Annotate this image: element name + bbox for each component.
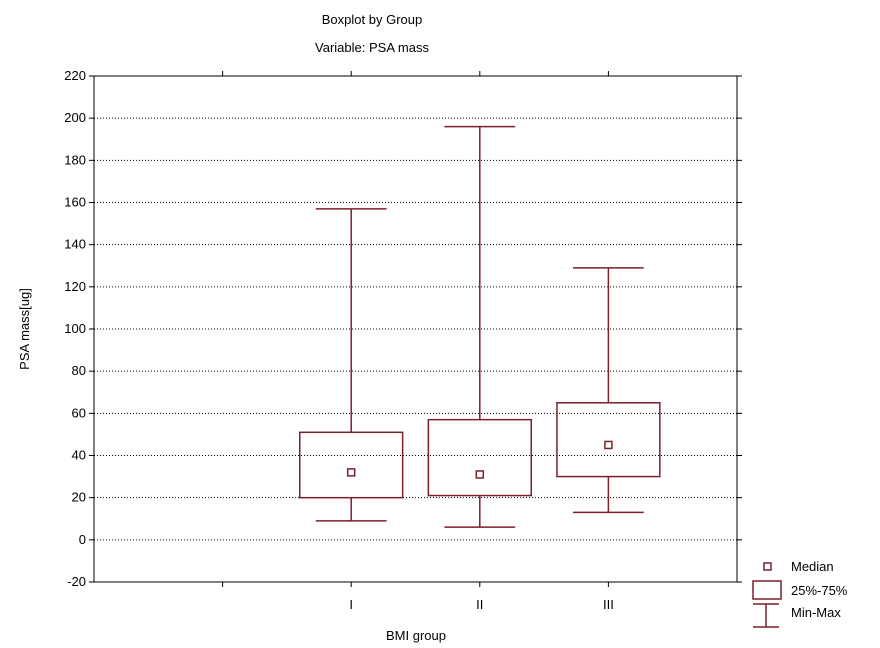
legend-box-label: 25%-75% xyxy=(791,583,848,598)
y-tick-label: 120 xyxy=(64,279,86,294)
boxplot-marks xyxy=(299,125,661,528)
x-axis-label: BMI group xyxy=(386,628,446,643)
chart-title: Boxplot by Group xyxy=(322,12,422,27)
y-tick-label: 40 xyxy=(72,448,86,463)
iqr-box xyxy=(427,418,532,497)
y-axis: -20 0 20 40 60 80 100 120 140 160 180 200 220 xyxy=(64,68,742,589)
x-tick-label: I xyxy=(349,597,353,612)
y-tick-label: 100 xyxy=(64,321,86,336)
legend-whisker-symbol xyxy=(753,603,779,628)
y-tick-label: 0 xyxy=(79,532,86,547)
median-marker xyxy=(604,440,613,450)
y-tick-label: 140 xyxy=(64,237,86,252)
y-tick-label: 220 xyxy=(64,68,86,83)
iqr-box xyxy=(556,402,661,478)
y-tick-label: 80 xyxy=(72,363,86,378)
box-group-I xyxy=(299,208,404,522)
y-tick-label: 60 xyxy=(72,405,86,420)
chart-subtitle: Variable: PSA mass xyxy=(315,40,429,55)
x-tick-label: III xyxy=(603,597,614,612)
y-tick-label: 200 xyxy=(64,110,86,125)
x-tick-label: II xyxy=(476,597,483,612)
y-tick-label: 20 xyxy=(72,490,86,505)
box-group-III xyxy=(556,267,661,514)
median-marker xyxy=(475,470,485,479)
grid-lines xyxy=(94,117,737,541)
y-axis-label: PSA mass[ug] xyxy=(17,288,32,370)
legend-whisker-label: Min-Max xyxy=(791,605,841,620)
legend-box-symbol xyxy=(752,580,782,600)
chart-legend: Median 25%-75% Min-Max xyxy=(752,559,848,628)
y-tick-label: 180 xyxy=(64,152,86,167)
y-tick-label: 160 xyxy=(64,195,86,210)
x-axis: I II III xyxy=(222,71,614,612)
legend-median-symbol xyxy=(763,562,772,571)
legend-median-label: Median xyxy=(791,559,834,574)
iqr-box xyxy=(299,431,404,499)
y-tick-label: -20 xyxy=(67,574,86,589)
median-marker xyxy=(346,468,356,477)
box-group-II xyxy=(427,125,532,528)
